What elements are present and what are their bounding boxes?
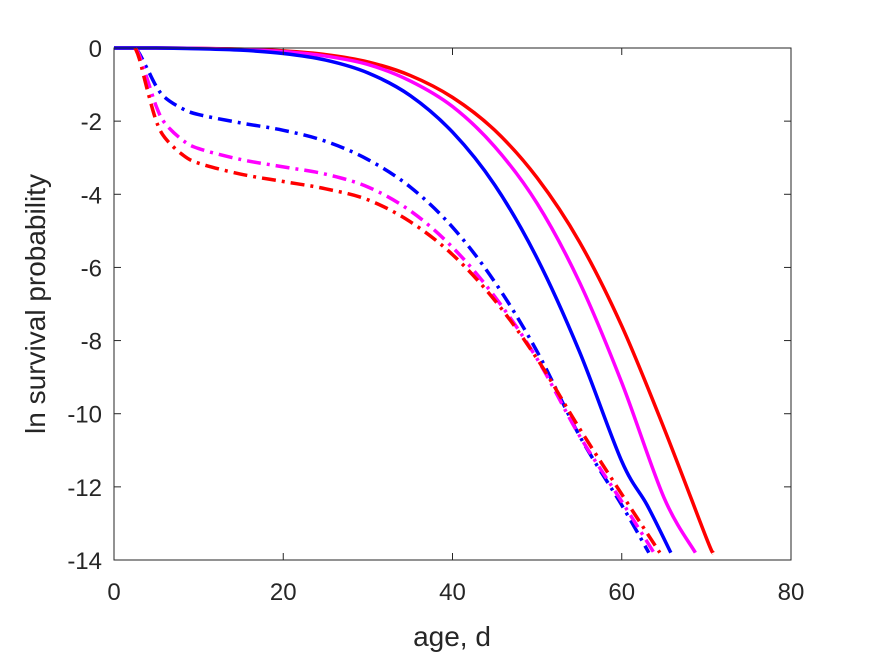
x-axis-label: age, d xyxy=(413,621,491,652)
series-line-3-solid xyxy=(113,46,673,554)
series-line-5-dashdot xyxy=(133,47,656,554)
y-tick-label: -12 xyxy=(67,475,102,502)
y-tick-label: 0 xyxy=(89,36,102,63)
y-tick-label: -14 xyxy=(67,548,102,575)
y-tick-label: -8 xyxy=(81,329,102,356)
y-tick-label: -6 xyxy=(81,255,102,282)
x-tick-label: 40 xyxy=(439,579,466,606)
plot-background xyxy=(114,48,791,560)
x-tick-label: 0 xyxy=(107,579,120,606)
series-layer xyxy=(113,46,715,555)
x-tick-label: 60 xyxy=(608,579,635,606)
x-tick-label: 20 xyxy=(270,579,297,606)
y-tick-label: -10 xyxy=(67,402,102,429)
y-ticks: 0 -2 -4 -6 -8 -10 -12 -14 xyxy=(67,36,791,575)
y-axis-label: ln survival probability xyxy=(20,174,51,434)
y-tick-label: -2 xyxy=(81,109,102,136)
x-tick-label: 80 xyxy=(778,579,805,606)
x-ticks: 0 20 40 60 80 xyxy=(107,48,804,606)
y-tick-label: -4 xyxy=(81,182,102,209)
